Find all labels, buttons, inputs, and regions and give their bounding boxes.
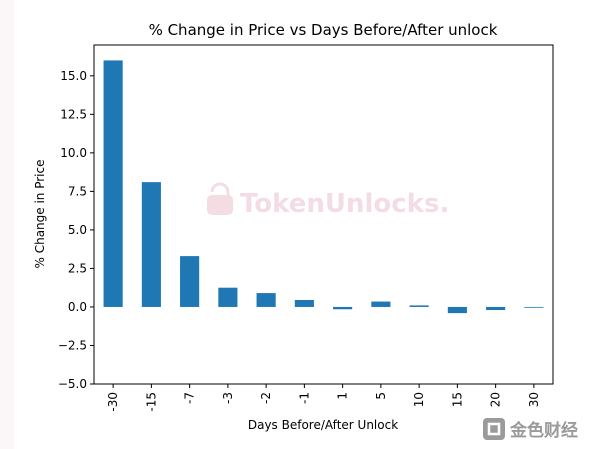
bar-15 <box>447 306 467 314</box>
x-tick-label: 5 <box>374 392 388 400</box>
plot-area <box>93 44 554 385</box>
bar--7 <box>180 256 200 307</box>
y-tick-label: 12.5 <box>60 107 87 121</box>
y-axis-title: % Change in Price <box>33 159 47 268</box>
y-tick-label: 0.0 <box>68 300 87 314</box>
jinse-watermark-text: 金色财经 <box>509 420 578 441</box>
y-tick-label: 15.0 <box>60 69 87 83</box>
x-tick-label: 10 <box>412 392 426 407</box>
bar--15 <box>141 182 161 307</box>
bar-1 <box>333 306 353 310</box>
bar-30 <box>524 306 544 308</box>
y-axis-ticks: −5.0 −2.5 0.0 2.5 5.0 7.5 10.0 12.5 15.0 <box>58 69 94 391</box>
x-axis-ticks: -30 -15 -7 -3 -2 -1 1 5 10 15 20 30 <box>106 384 541 412</box>
y-tick-label: −2.5 <box>58 338 87 352</box>
jinse-watermark: 金色财经 <box>483 418 578 441</box>
x-tick-label: -3 <box>221 392 235 404</box>
x-tick-label: -1 <box>297 392 311 404</box>
tokenunlocks-watermark: TokenUnlocks. <box>207 182 449 219</box>
x-tick-label: -7 <box>183 392 197 404</box>
watermark-text: TokenUnlocks. <box>240 189 449 219</box>
x-tick-label: 1 <box>336 392 350 400</box>
bars-group <box>103 60 544 314</box>
x-tick-label: 20 <box>489 392 503 407</box>
x-tick-label: -2 <box>259 392 273 404</box>
bar--30 <box>103 60 123 307</box>
bar-5 <box>371 301 391 307</box>
bar-10 <box>409 305 429 307</box>
x-axis-title: Days Before/After Unlock <box>248 418 398 432</box>
y-tick-label: 5.0 <box>68 223 87 237</box>
bar-20 <box>486 306 506 311</box>
bar--1 <box>294 300 314 307</box>
y-tick-label: 10.0 <box>60 146 87 160</box>
bar--3 <box>218 287 238 307</box>
lock-icon <box>207 182 233 215</box>
bar--2 <box>256 293 276 307</box>
y-tick-label: 2.5 <box>68 261 87 275</box>
chart-title: % Change in Price vs Days Before/After u… <box>149 21 498 39</box>
x-tick-label: 15 <box>450 392 464 407</box>
x-tick-label: 30 <box>527 392 541 407</box>
jinse-logo-icon <box>483 418 505 440</box>
y-tick-label: −5.0 <box>58 377 87 391</box>
left-strip <box>0 0 14 449</box>
x-tick-label: -30 <box>106 392 120 412</box>
x-tick-label: -15 <box>144 392 158 412</box>
y-tick-label: 7.5 <box>68 184 87 198</box>
